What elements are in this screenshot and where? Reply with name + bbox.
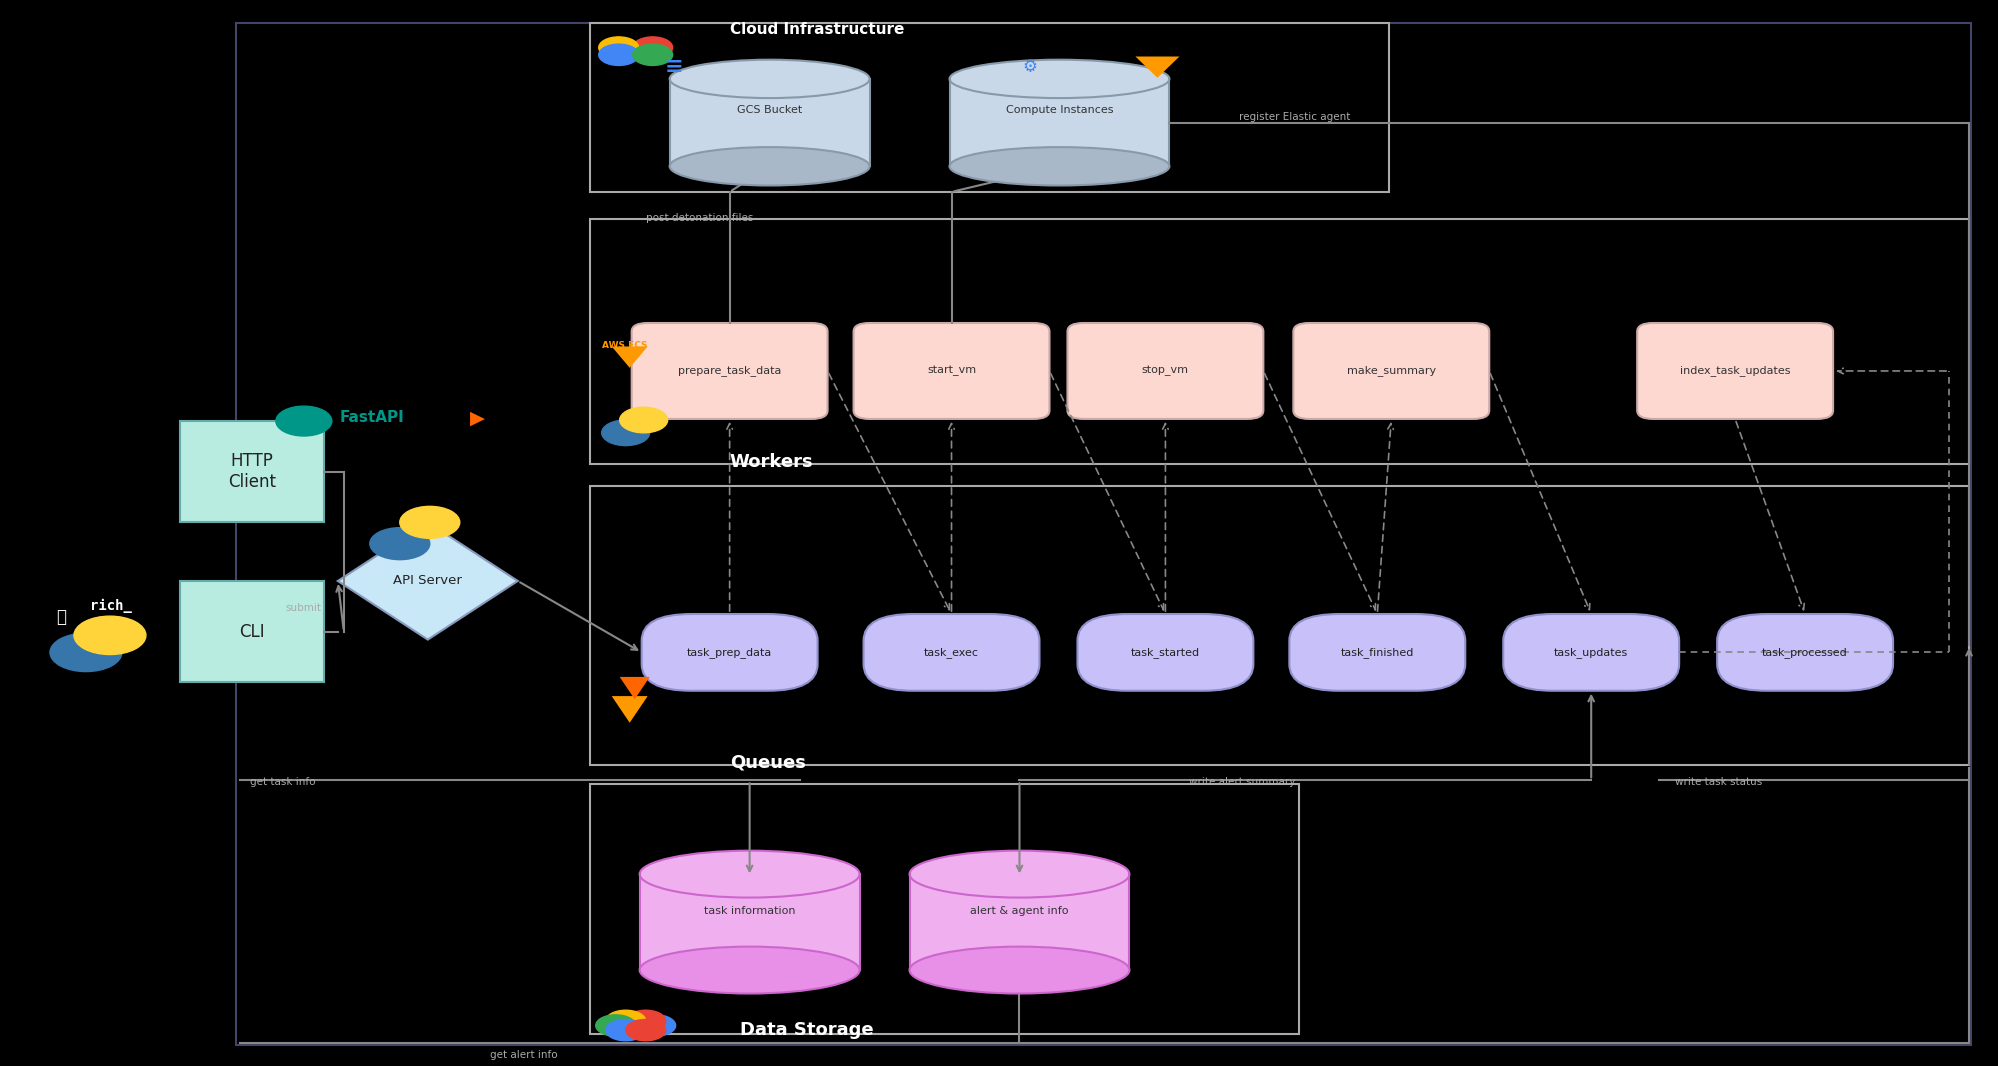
Circle shape	[276, 406, 332, 436]
Circle shape	[631, 44, 671, 65]
Text: task_prep_data: task_prep_data	[687, 647, 771, 658]
Circle shape	[599, 37, 639, 59]
Bar	[669, 79, 869, 166]
Text: alert & agent info: alert & agent info	[969, 906, 1069, 917]
Ellipse shape	[669, 60, 869, 98]
Circle shape	[370, 528, 430, 560]
Text: CLI: CLI	[240, 623, 264, 641]
Polygon shape	[338, 522, 517, 640]
Text: task information: task information	[703, 906, 795, 917]
Text: GCS Bucket: GCS Bucket	[737, 104, 801, 115]
Bar	[589, 486, 1968, 765]
FancyBboxPatch shape	[1067, 323, 1263, 419]
FancyBboxPatch shape	[1636, 323, 1832, 419]
FancyBboxPatch shape	[1716, 614, 1892, 691]
Text: Workers: Workers	[729, 453, 813, 471]
Text: task_started: task_started	[1131, 647, 1199, 658]
Circle shape	[599, 44, 639, 65]
Circle shape	[625, 1011, 665, 1032]
Text: task_finished: task_finished	[1341, 647, 1413, 658]
Text: AWS ECS: AWS ECS	[601, 341, 647, 350]
Circle shape	[50, 633, 122, 672]
Text: make_summary: make_summary	[1347, 366, 1435, 376]
Circle shape	[605, 1011, 645, 1032]
Bar	[949, 79, 1169, 166]
FancyBboxPatch shape	[641, 614, 817, 691]
Text: task_exec: task_exec	[923, 647, 979, 658]
Polygon shape	[611, 696, 647, 723]
FancyBboxPatch shape	[863, 614, 1039, 691]
Text: get alert info: get alert info	[490, 1050, 557, 1060]
Text: ⚙: ⚙	[1021, 59, 1037, 76]
Text: prepare_task_data: prepare_task_data	[677, 366, 781, 376]
Text: FastAPI: FastAPI	[340, 410, 404, 425]
Text: post detonation files: post detonation files	[645, 213, 753, 223]
Text: register Elastic agent: register Elastic agent	[1239, 112, 1351, 122]
Text: API Server: API Server	[394, 575, 462, 587]
FancyBboxPatch shape	[1502, 614, 1678, 691]
Polygon shape	[1135, 56, 1179, 78]
Circle shape	[400, 506, 460, 538]
Bar	[180, 581, 324, 682]
Text: start_vm: start_vm	[927, 366, 975, 376]
Circle shape	[595, 1015, 635, 1036]
Text: stop_vm: stop_vm	[1141, 366, 1189, 376]
Text: ▶: ▶	[470, 408, 486, 427]
Text: ≡: ≡	[663, 58, 683, 77]
Text: write task status: write task status	[1674, 777, 1762, 787]
Text: Compute Instances: Compute Instances	[1005, 104, 1113, 115]
Bar	[589, 784, 1299, 1034]
Text: rich_: rich_	[90, 599, 132, 613]
Circle shape	[619, 407, 667, 433]
Text: Queues: Queues	[729, 754, 805, 772]
Ellipse shape	[949, 60, 1169, 98]
Text: submit: submit	[286, 602, 322, 613]
Ellipse shape	[669, 147, 869, 185]
Text: write alert summary: write alert summary	[1189, 777, 1295, 787]
Bar	[909, 874, 1129, 970]
Ellipse shape	[909, 947, 1129, 994]
Text: task_updates: task_updates	[1552, 647, 1628, 658]
Text: index_task_updates: index_task_updates	[1678, 366, 1790, 376]
Text: 🎩: 🎩	[56, 608, 66, 626]
Polygon shape	[611, 346, 647, 368]
Text: get task info: get task info	[250, 777, 316, 787]
Text: task_processed: task_processed	[1762, 647, 1846, 658]
Circle shape	[601, 420, 649, 446]
FancyBboxPatch shape	[1077, 614, 1253, 691]
Text: Data Storage: Data Storage	[739, 1021, 873, 1039]
Bar	[180, 421, 324, 522]
Ellipse shape	[949, 147, 1169, 185]
FancyBboxPatch shape	[1293, 323, 1489, 419]
Bar	[236, 23, 1970, 1045]
Bar	[589, 219, 1968, 464]
Polygon shape	[619, 677, 649, 699]
Bar	[639, 874, 859, 970]
Bar	[589, 23, 1389, 192]
Circle shape	[631, 37, 671, 59]
Circle shape	[605, 1019, 645, 1040]
FancyBboxPatch shape	[631, 323, 827, 419]
Ellipse shape	[639, 851, 859, 898]
Ellipse shape	[909, 851, 1129, 898]
FancyBboxPatch shape	[853, 323, 1049, 419]
Text: Cloud Infrastructure: Cloud Infrastructure	[729, 22, 903, 37]
Circle shape	[74, 616, 146, 655]
Text: HTTP
Client: HTTP Client	[228, 452, 276, 491]
Circle shape	[625, 1019, 665, 1040]
Circle shape	[635, 1015, 675, 1036]
Ellipse shape	[639, 947, 859, 994]
FancyBboxPatch shape	[1289, 614, 1465, 691]
